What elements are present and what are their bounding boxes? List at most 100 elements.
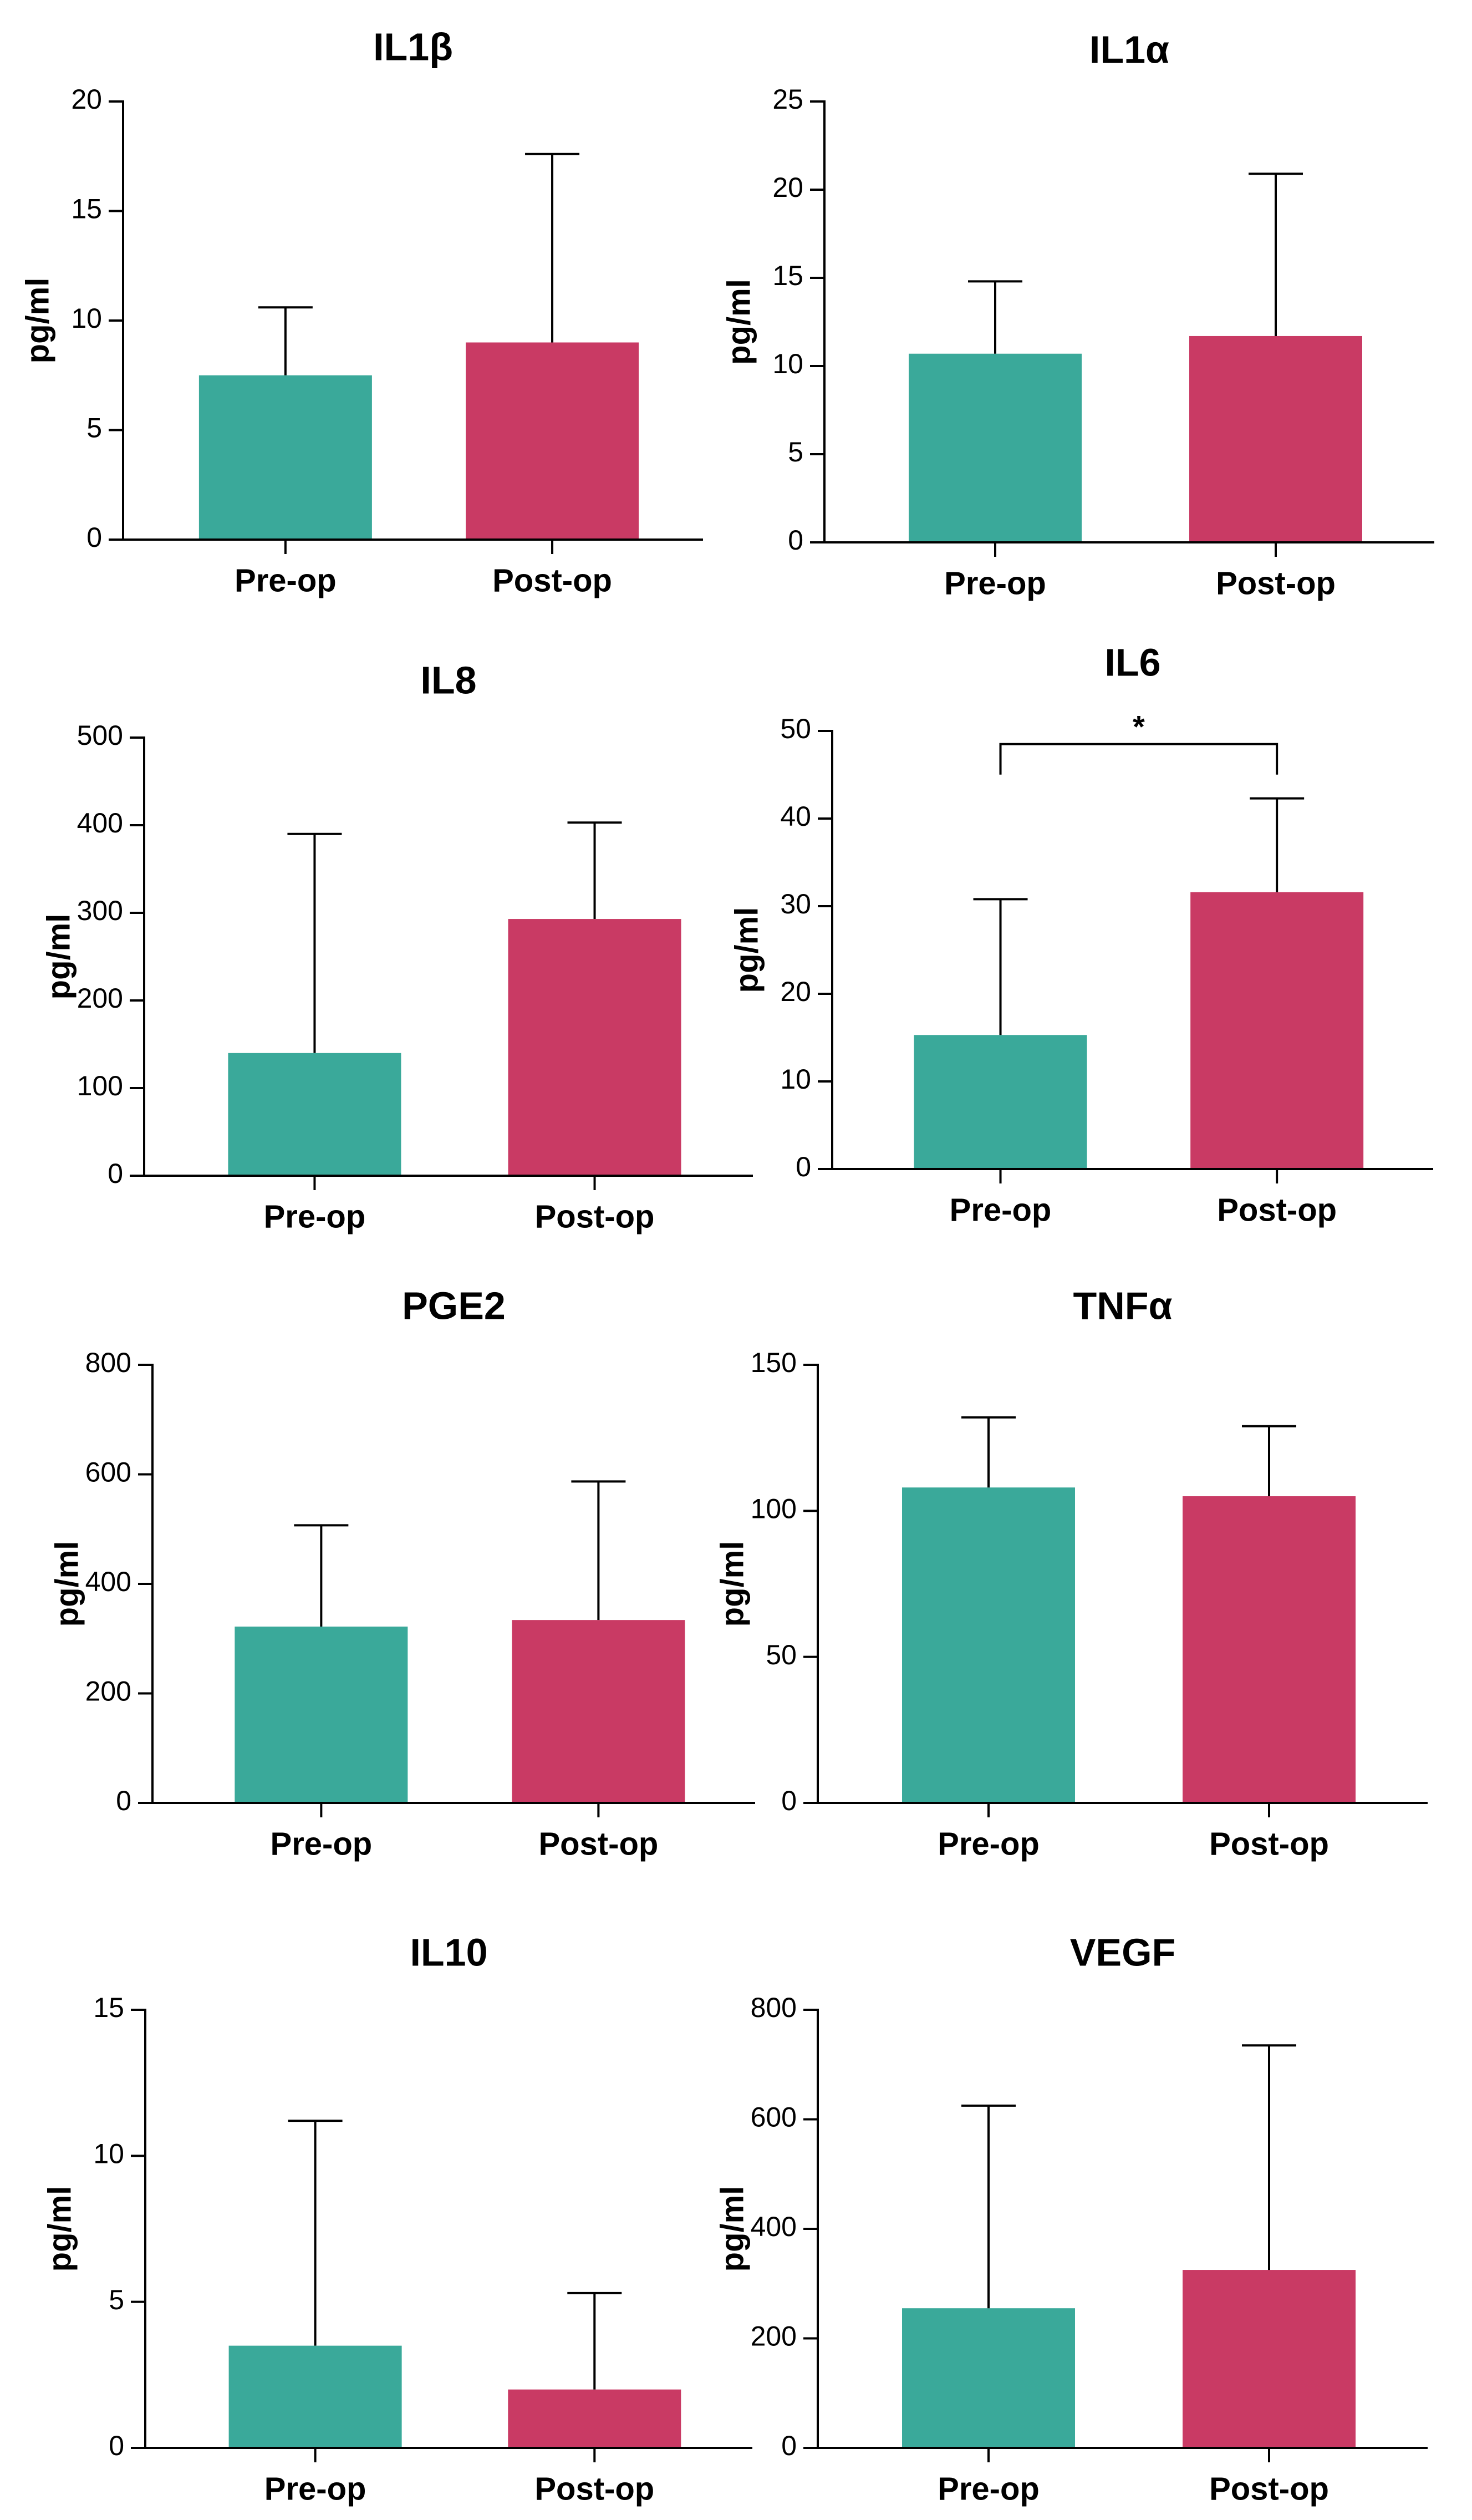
x-tick-label: Post-op — [534, 2471, 654, 2507]
y-tick-label: 5 — [788, 436, 803, 468]
chart-panel-4: PGE2 pg/ml 0 200 400 600 800 Pre-op Post-op — [49, 1284, 755, 1862]
y-tick-label: 300 — [77, 895, 123, 926]
y-tick-label: 100 — [751, 1493, 797, 1525]
x-tick-label: Pre-op — [938, 2471, 1040, 2507]
bar-post-op — [508, 2389, 681, 2448]
bar-pre-op — [914, 1035, 1087, 1169]
y-tick-label: 10 — [93, 2138, 124, 2170]
chart-panel-5: TNFα pg/ml 0 50 100 150 Pre-op Post-op — [714, 1284, 1428, 1862]
y-axis-label: pg/ml — [714, 1541, 750, 1627]
y-tick-label: 500 — [77, 720, 123, 751]
y-tick-label: 600 — [85, 1457, 131, 1488]
bar-post-op — [466, 342, 639, 540]
y-tick-label: 15 — [93, 1992, 124, 2023]
x-tick-label: Pre-op — [264, 1198, 366, 1234]
y-tick-label: 10 — [772, 348, 803, 379]
y-tick-label: 0 — [116, 1785, 131, 1816]
x-tick-label: Pre-op — [271, 1826, 373, 1862]
chart-title: VEGF — [1070, 1930, 1176, 1974]
significance-marker: * — [1133, 709, 1145, 744]
y-axis-label: pg/ml — [714, 2186, 750, 2272]
y-tick-label: 150 — [751, 1347, 797, 1378]
chart-panel-2: IL8 pg/ml 0 100 200 300 400 500 Pre-op Post-op — [40, 658, 753, 1234]
y-tick-label: 400 — [85, 1566, 131, 1597]
bar-post-op — [1189, 336, 1362, 542]
x-tick-label: Post-op — [1209, 2471, 1329, 2507]
chart-title: IL10 — [410, 1930, 487, 1974]
significance-bracket — [999, 743, 1279, 775]
bar-pre-op — [228, 2345, 402, 2448]
y-tick-label: 400 — [751, 2211, 797, 2242]
bar-pre-op — [228, 1053, 401, 1176]
chart-panel-6: IL10 pg/ml 0 5 10 15 Pre-op Post-op — [42, 1930, 752, 2507]
y-tick-label: 5 — [86, 413, 102, 444]
chart-title: TNFα — [1073, 1284, 1172, 1327]
chart-panel-1: IL1α pg/ml 0 5 10 15 20 25 Pre-op Post-op — [721, 28, 1434, 601]
y-tick-label: 10 — [71, 303, 102, 334]
y-tick-label: 30 — [780, 888, 811, 919]
x-tick-label: Post-op — [492, 562, 612, 598]
x-tick-label: Pre-op — [938, 1826, 1040, 1862]
chart-title: IL1α — [1089, 28, 1169, 71]
chart-panel-0: IL1β pg/ml 0 5 10 15 20 Pre-op Post-op — [19, 25, 703, 598]
bar-post-op — [1183, 1496, 1356, 1803]
chart-title: IL1β — [373, 25, 453, 68]
chart-title: IL8 — [420, 658, 476, 702]
y-tick-label: 15 — [772, 260, 803, 291]
y-tick-label: 50 — [780, 713, 811, 744]
y-axis-label: pg/ml — [721, 279, 757, 365]
chart-panel-7: VEGF pg/ml 0 200 400 600 800 Pre-op Post-op — [714, 1930, 1428, 2507]
bar-pre-op — [909, 353, 1082, 542]
x-tick-label: Pre-op — [944, 565, 1046, 601]
x-tick-label: Pre-op — [950, 1192, 1052, 1228]
y-tick-label: 0 — [109, 2430, 124, 2461]
bar-post-op — [508, 919, 681, 1176]
y-axis-label: pg/ml — [49, 1541, 85, 1627]
y-tick-label: 800 — [751, 1992, 797, 2023]
y-tick-label: 0 — [86, 522, 102, 553]
x-tick-label: Pre-op — [235, 562, 337, 598]
y-tick-label: 800 — [85, 1347, 131, 1378]
y-tick-label: 0 — [788, 525, 803, 556]
y-tick-label: 25 — [772, 84, 803, 115]
y-tick-label: 10 — [780, 1064, 811, 1095]
x-tick-label: Post-op — [1209, 1826, 1329, 1862]
y-axis-label: pg/ml — [729, 907, 765, 993]
y-tick-label: 200 — [751, 2321, 797, 2352]
y-tick-label: 20 — [772, 172, 803, 203]
y-axis-label: pg/ml — [40, 914, 77, 1000]
y-tick-label: 0 — [108, 1158, 123, 1189]
x-tick-label: Post-op — [1217, 1192, 1337, 1228]
x-tick-label: Pre-op — [264, 2471, 366, 2507]
y-tick-label: 40 — [780, 801, 811, 832]
y-tick-label: 5 — [109, 2284, 124, 2315]
bar-pre-op — [902, 2308, 1075, 2448]
y-axis-label: pg/ml — [42, 2186, 78, 2272]
chart-panel-3: IL6 pg/ml 0 10 20 30 40 50 Pre-op Post-op * — [729, 641, 1433, 1228]
bar-post-op — [1190, 892, 1364, 1169]
y-tick-label: 20 — [71, 84, 102, 115]
y-tick-label: 100 — [77, 1070, 123, 1101]
chart-title: IL6 — [1104, 641, 1160, 684]
bar-post-op — [512, 1620, 685, 1803]
y-tick-label: 20 — [780, 976, 811, 1007]
x-tick-label: Post-op — [535, 1198, 655, 1234]
y-tick-label: 200 — [77, 983, 123, 1014]
bar-post-op — [1183, 2270, 1356, 2448]
y-tick-label: 0 — [796, 1151, 811, 1182]
y-tick-label: 50 — [766, 1639, 797, 1670]
y-tick-label: 0 — [781, 1785, 797, 1816]
bar-pre-op — [902, 1487, 1075, 1803]
chart-title: PGE2 — [402, 1284, 506, 1327]
y-tick-label: 600 — [751, 2102, 797, 2133]
y-tick-label: 15 — [71, 194, 102, 225]
bar-pre-op — [235, 1627, 408, 1803]
y-tick-label: 200 — [85, 1676, 131, 1707]
y-tick-label: 400 — [77, 807, 123, 839]
x-tick-label: Post-op — [1216, 565, 1336, 601]
y-tick-label: 0 — [781, 2430, 797, 2461]
bar-pre-op — [198, 375, 372, 540]
x-tick-label: Post-op — [538, 1826, 658, 1862]
y-axis-label: pg/ml — [19, 278, 55, 364]
